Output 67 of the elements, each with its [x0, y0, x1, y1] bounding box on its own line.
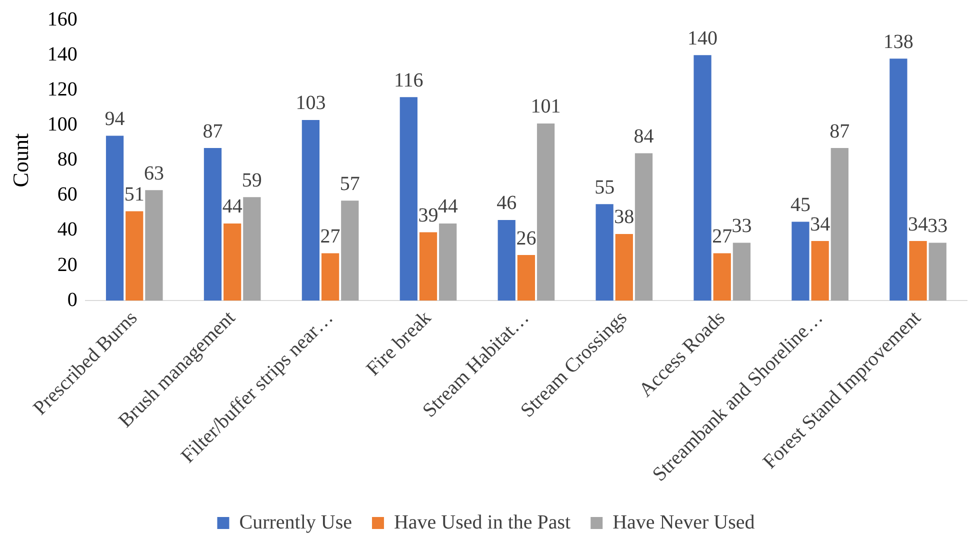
data-label: 94 — [104, 108, 125, 130]
bar — [400, 97, 418, 301]
bar — [517, 255, 536, 301]
bar — [811, 241, 829, 301]
bar — [732, 242, 751, 301]
data-label: 84 — [634, 126, 654, 148]
data-label: 45 — [790, 194, 810, 216]
y-tick-label: 40 — [57, 218, 78, 241]
data-label: 63 — [144, 162, 164, 184]
data-label: 38 — [614, 206, 634, 228]
y-tick-label: 20 — [57, 254, 78, 276]
bar — [243, 197, 261, 301]
y-tick-label: 100 — [47, 113, 78, 136]
data-label: 27 — [712, 226, 732, 248]
bar — [224, 223, 242, 301]
bar — [145, 190, 163, 301]
bar — [615, 234, 633, 301]
bar — [126, 211, 144, 301]
y-tick-label: 140 — [47, 43, 78, 66]
y-tick-label: 60 — [57, 184, 78, 206]
data-label: 55 — [594, 176, 615, 198]
y-tick-label: 120 — [47, 78, 78, 100]
legend-label: Have Never Used — [612, 511, 755, 534]
legend-label: Currently Use — [239, 511, 352, 534]
bar — [536, 123, 555, 301]
bar — [928, 242, 946, 301]
data-label: 138 — [883, 30, 914, 53]
y-tick-label: 160 — [47, 8, 78, 30]
bar — [106, 136, 124, 301]
data-label: 101 — [530, 96, 561, 118]
bar — [792, 222, 810, 301]
data-label: 33 — [928, 215, 948, 238]
bar — [634, 153, 653, 301]
bar — [419, 232, 438, 301]
data-label: 44 — [438, 196, 458, 218]
data-label: 51 — [124, 183, 144, 206]
data-label: 59 — [242, 169, 262, 192]
bar — [439, 223, 457, 301]
bar — [341, 200, 359, 301]
data-label: 34 — [810, 213, 830, 236]
bar — [694, 55, 712, 301]
data-label: 87 — [830, 120, 850, 142]
bar — [890, 58, 908, 301]
bar — [321, 253, 340, 301]
legend-label: Have Used in the Past — [394, 511, 572, 534]
data-label: 103 — [296, 92, 326, 114]
y-tick-label: 0 — [67, 288, 78, 311]
data-label: 57 — [340, 172, 360, 195]
bar — [909, 241, 927, 301]
bar — [596, 204, 614, 301]
data-label: 46 — [496, 192, 517, 214]
data-label: 116 — [394, 69, 424, 92]
data-label: 26 — [516, 227, 536, 250]
y-tick-label: 80 — [57, 148, 78, 171]
data-label: 44 — [222, 196, 242, 218]
bar — [498, 220, 516, 301]
data-label: 27 — [320, 226, 340, 248]
data-label: 39 — [418, 204, 438, 226]
bar — [830, 148, 848, 301]
data-label: 87 — [202, 120, 223, 142]
data-label: 34 — [908, 213, 928, 236]
bar — [713, 253, 731, 301]
bar — [204, 148, 222, 301]
data-label: 33 — [732, 215, 752, 238]
data-label: 140 — [688, 27, 718, 50]
bar — [302, 120, 320, 301]
y-axis-title: Count — [8, 133, 33, 188]
